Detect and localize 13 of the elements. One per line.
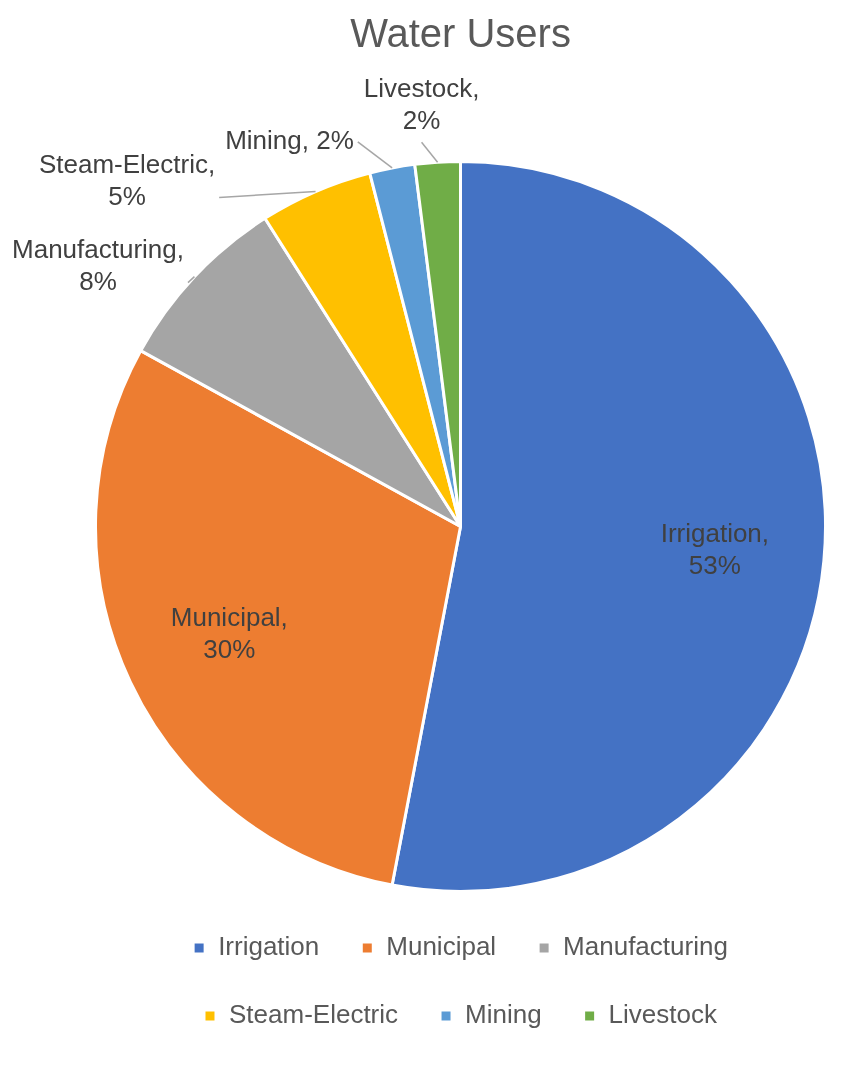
data-label: Municipal, 30%	[170, 602, 288, 665]
legend-label: Irrigation	[218, 931, 320, 962]
data-label: Steam-Electric, 5%	[38, 148, 216, 211]
data-label: Mining, 2%	[225, 125, 354, 156]
data-label: Manufacturing, 8%	[12, 233, 184, 296]
legend-label: Manufacturing	[563, 931, 728, 962]
legend-label: Livestock	[608, 999, 718, 1030]
legend-label: Mining	[465, 999, 542, 1030]
data-label: Irrigation, 53%	[660, 517, 770, 580]
chart-title: Water Users	[350, 11, 571, 56]
legend-label: Steam-Electric	[229, 999, 399, 1030]
legend-label: Municipal	[386, 931, 497, 962]
data-label: Livestock, 2%	[363, 73, 480, 136]
